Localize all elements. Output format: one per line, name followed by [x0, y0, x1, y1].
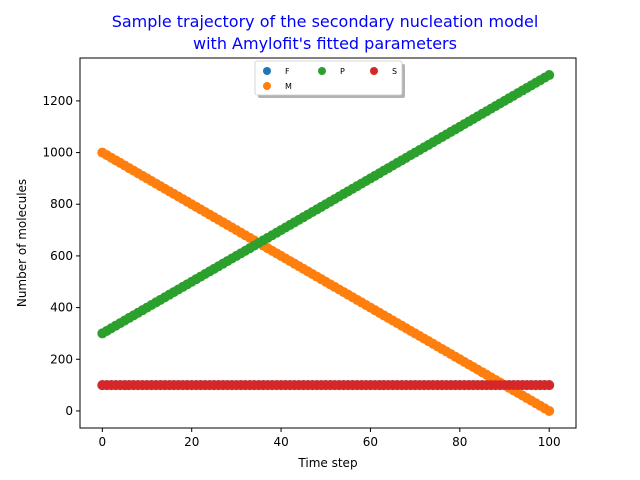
series-p	[97, 70, 555, 339]
x-tick-label: 20	[184, 435, 199, 449]
series-s	[97, 380, 555, 391]
plot-area: 0 20 40 60 80 100 0 200 400 600 800 1000 1200	[42, 57, 577, 449]
x-tick-label: 40	[273, 435, 288, 449]
axes-frame	[79, 57, 577, 429]
legend-marker-m	[263, 82, 271, 90]
data-point-m	[544, 405, 555, 416]
y-tick-label: 1000	[42, 146, 73, 160]
data-point-p	[544, 70, 555, 81]
chart-title-line1: Sample trajectory of the secondary nucle…	[112, 12, 539, 31]
legend: F M P S	[254, 60, 405, 98]
x-tick-label: 0	[99, 435, 107, 449]
series-m	[97, 147, 555, 416]
legend-marker-f	[263, 67, 271, 75]
x-tick-label: 100	[538, 435, 561, 449]
x-axis-ticks: 0 20 40 60 80 100	[99, 428, 561, 449]
legend-label-s: S	[392, 67, 397, 76]
chart-title-line2: with Amylofit's fitted parameters	[193, 34, 457, 53]
legend-box	[254, 60, 403, 96]
data-point-s	[544, 380, 555, 391]
y-tick-label: 400	[50, 301, 73, 315]
y-tick-label: 600	[50, 249, 73, 263]
legend-label-m: M	[285, 82, 292, 91]
legend-label-f: F	[285, 67, 290, 76]
x-tick-label: 80	[452, 435, 467, 449]
legend-marker-p	[318, 67, 326, 75]
x-tick-label: 60	[363, 435, 378, 449]
y-axis-label: Number of molecules	[15, 179, 29, 307]
legend-marker-s	[370, 67, 378, 75]
y-axis-ticks: 0 200 400 600 800 1000 1200	[42, 94, 80, 418]
data-points	[97, 70, 555, 416]
y-tick-label: 1200	[42, 94, 73, 108]
legend-label-p: P	[340, 67, 345, 76]
x-axis-label: Time step	[297, 456, 357, 470]
y-tick-label: 0	[65, 404, 73, 418]
y-tick-label: 200	[50, 352, 73, 366]
y-tick-label: 800	[50, 197, 73, 211]
